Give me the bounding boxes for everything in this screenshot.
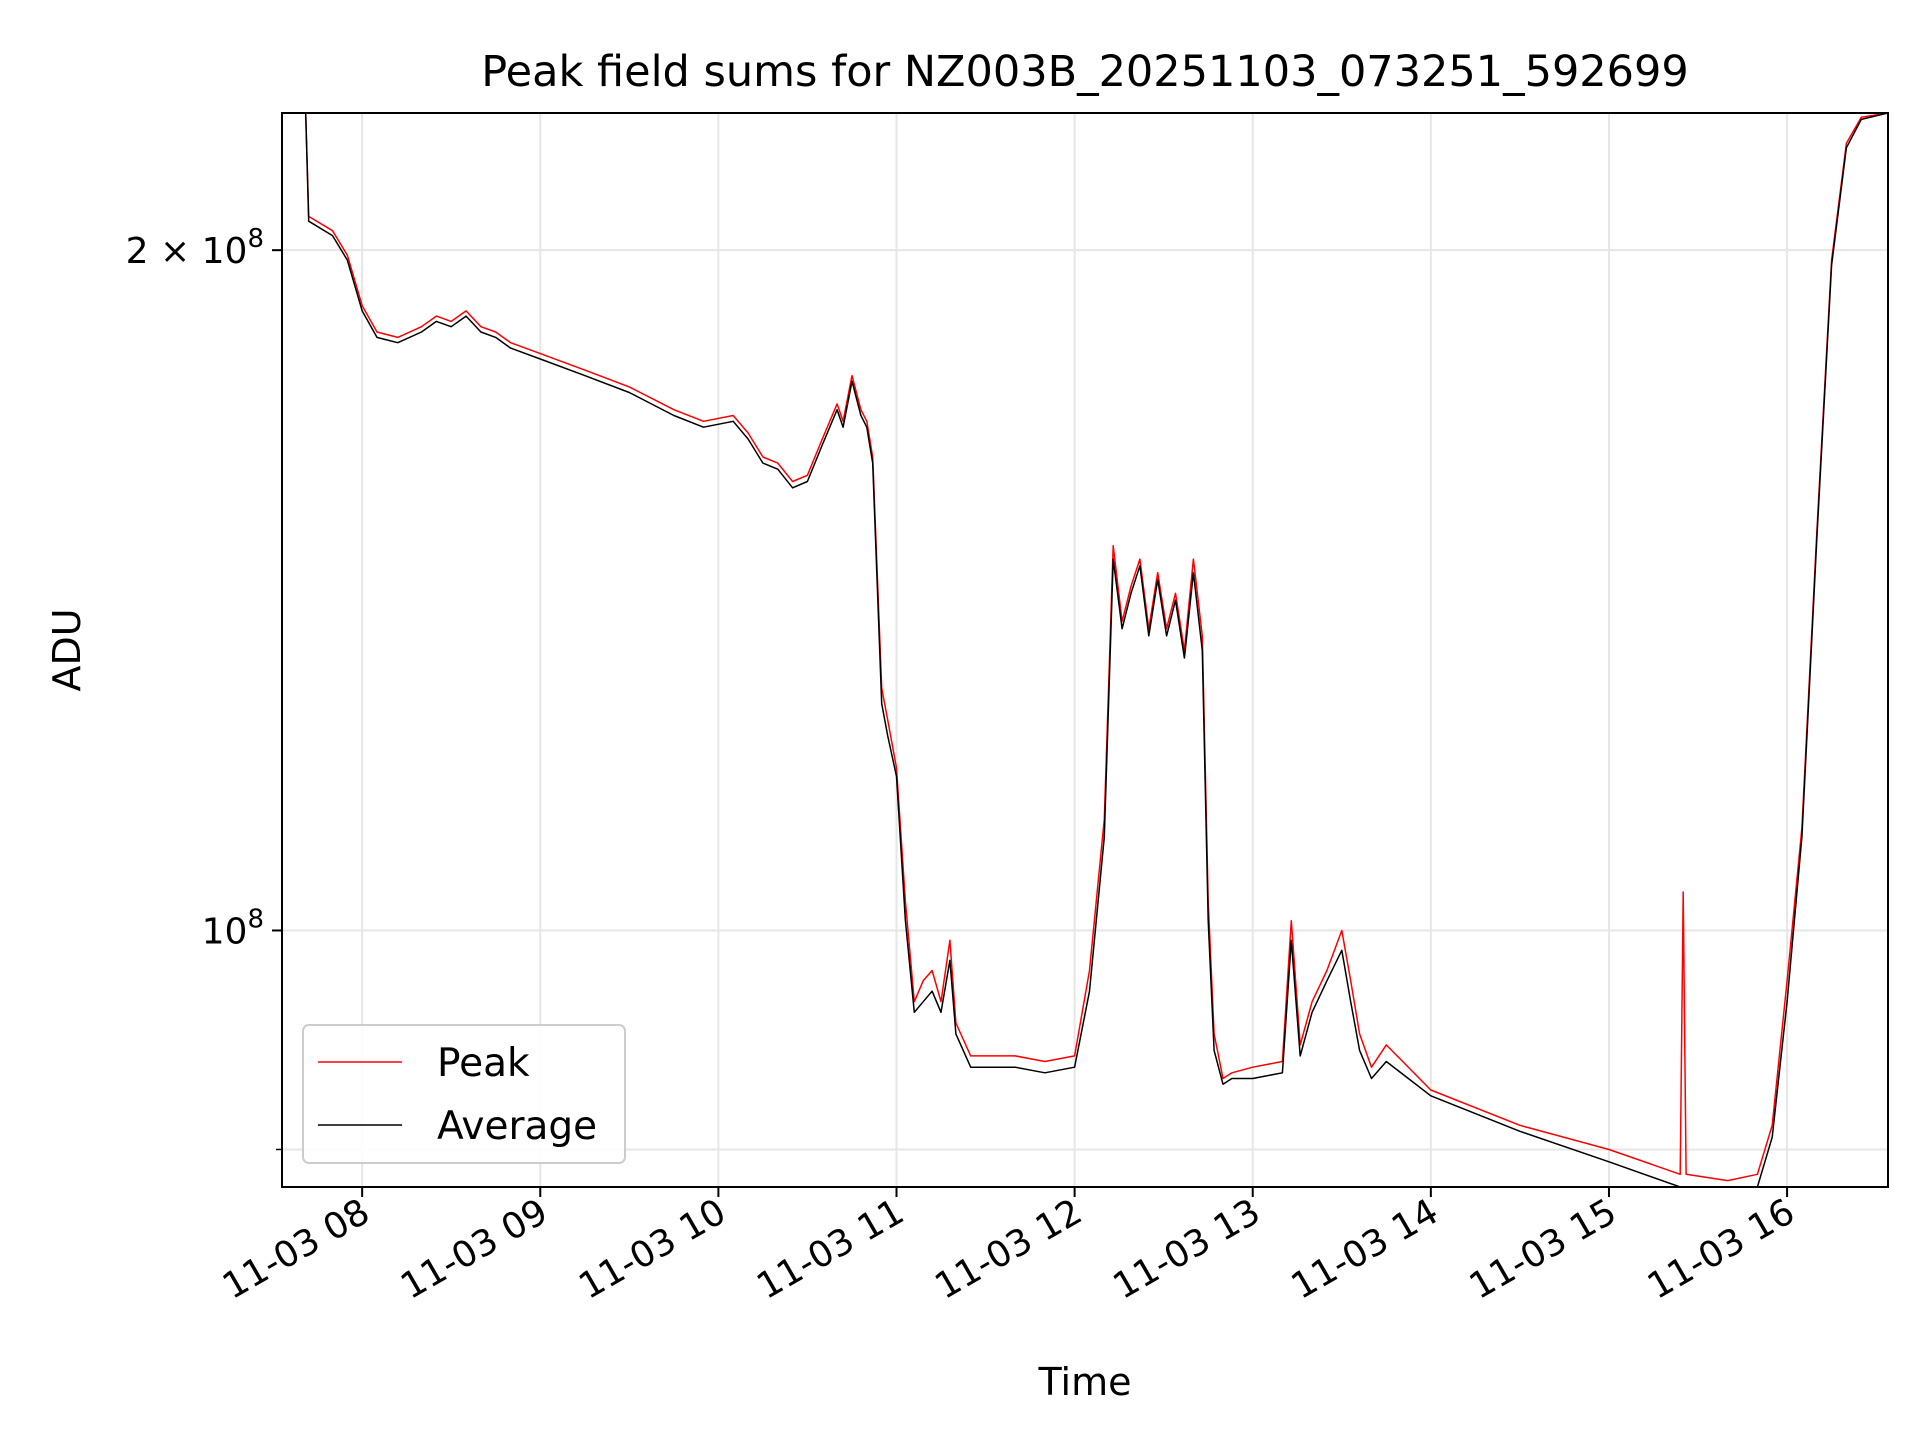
- y-tick-label-coef: 2 ×: [126, 231, 202, 272]
- legend-box: [302, 1024, 626, 1164]
- plot-frame: [281, 112, 1889, 1188]
- y-tick-label: 2 × 108: [126, 224, 264, 272]
- y-tick-label-base: 10: [202, 231, 248, 272]
- legend: Peak Average: [302, 1024, 626, 1164]
- series-line-average: [282, 113, 1888, 1187]
- series-line-peak: [282, 113, 1888, 1182]
- chart-title: Peak field sums for NZ003B_20251103_0732…: [481, 47, 1689, 97]
- series-layer: [282, 113, 1888, 1187]
- y-tick-label-exponent: 8: [247, 224, 264, 254]
- y-tick-label: 108: [202, 904, 264, 952]
- y-axis-label: ADU: [45, 608, 89, 691]
- legend-label-average: Average: [437, 1104, 597, 1149]
- y-tick-label-base: 10: [202, 911, 248, 952]
- x-axis-label: Time: [1038, 1360, 1132, 1404]
- y-tick-label-exponent: 8: [247, 904, 264, 934]
- legend-label-peak: Peak: [437, 1041, 530, 1086]
